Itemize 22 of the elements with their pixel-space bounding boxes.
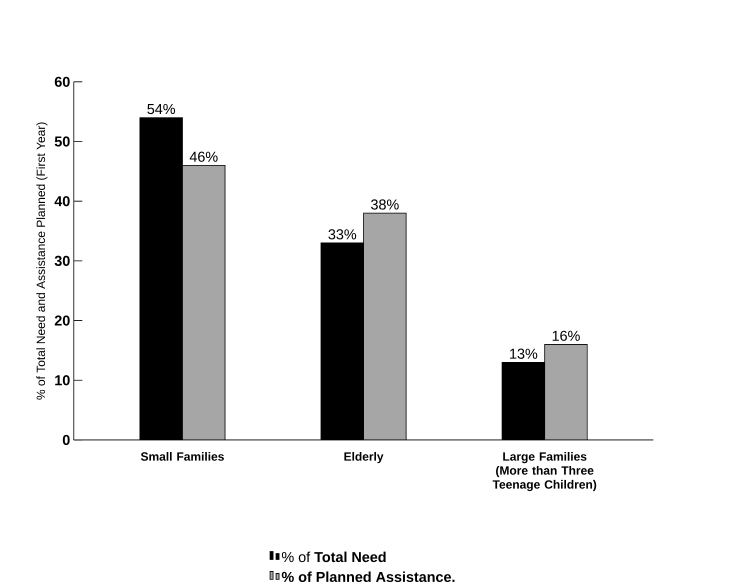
y-tick-label: 30 [54, 256, 70, 266]
data-label: 54% [147, 104, 176, 114]
y-tick-label: 50 [54, 136, 70, 147]
legend-label: % of Total Need [282, 552, 386, 562]
data-label: 13% [510, 348, 538, 360]
legend-label: % of Planned Assistance. [282, 572, 454, 582]
y-tick-label: 0 [62, 435, 70, 446]
data-label: 38% [371, 200, 399, 210]
x-tick-label: Elderly [344, 452, 384, 464]
y-tick-label: 10 [55, 375, 70, 386]
data-label: 33% [328, 230, 356, 240]
bar [364, 213, 406, 440]
data-label: 16% [552, 330, 580, 342]
x-tick-label: Large Families (More than Three Teenage Children) [492, 452, 596, 492]
y-tick-label: 20 [54, 316, 70, 326]
bar [544, 344, 588, 440]
data-label: 46% [190, 152, 218, 162]
y-tick-label: 60 [54, 76, 70, 88]
x-tick-label: Small Families [140, 452, 224, 461]
y-tick-label: 40 [54, 196, 70, 206]
bar [182, 166, 226, 440]
y-axis-title: % of Total Need and Assistance Planned (First Year) [36, 122, 48, 400]
